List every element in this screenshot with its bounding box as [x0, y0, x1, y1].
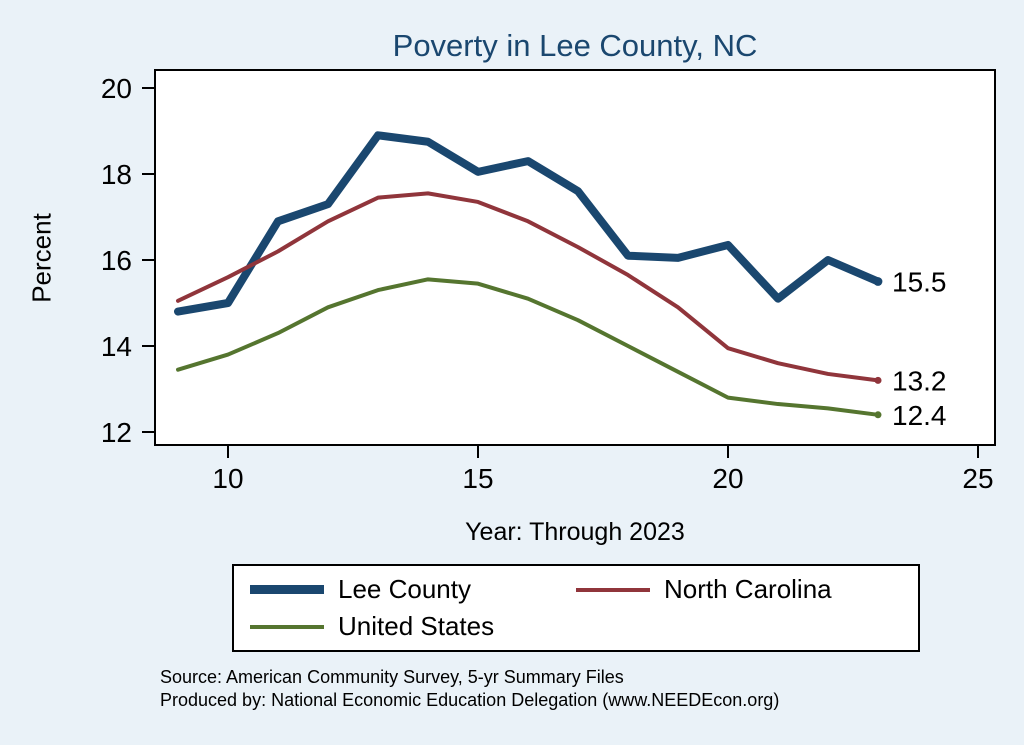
y-tick-label: 18	[101, 159, 132, 190]
x-tick-label: 15	[462, 463, 493, 494]
y-tick-label: 12	[101, 417, 132, 448]
series-line-lee-county	[174, 131, 882, 316]
legend-item-north-carolina: North Carolina	[576, 574, 902, 605]
x-axis-title: Year: Through 2023	[465, 518, 685, 546]
end-label-united-states: 12.4	[892, 400, 947, 431]
x-tick-label: 20	[712, 463, 743, 494]
legend-label-north-carolina: North Carolina	[664, 574, 832, 604]
legend-swatch-lee-county	[250, 585, 324, 594]
end-label-lee-county: 15.5	[892, 267, 947, 298]
y-tick-label: 14	[101, 331, 132, 362]
legend-label-united-states: United States	[338, 611, 495, 641]
legend-item-lee-county: Lee County	[250, 574, 576, 605]
y-tick-label: 20	[101, 73, 132, 104]
x-tick-label: 10	[212, 463, 243, 494]
series-line-north-carolina	[176, 191, 880, 383]
source-line-1: Source: American Community Survey, 5-yr …	[160, 667, 624, 687]
chart-title: Poverty in Lee County, NC	[392, 28, 758, 63]
source-line-2: Produced by: National Economic Education…	[160, 690, 780, 710]
y-tick-label: 16	[101, 245, 132, 276]
legend-item-united-states: United States	[250, 611, 576, 642]
plot-frame	[154, 69, 996, 446]
legend-label-lee-county: Lee County	[338, 574, 471, 604]
x-tick-label: 25	[962, 463, 993, 494]
legend: Lee County North Carolina United States	[232, 564, 920, 652]
end-label-north-carolina: 13.2	[892, 365, 947, 396]
series-endpoint-lee-county	[873, 277, 883, 286]
series-endpoint-north-carolina	[874, 376, 882, 384]
source-note: Source: American Community Survey, 5-yr …	[160, 666, 779, 712]
legend-swatch-united-states	[250, 624, 324, 629]
series-line-united-states	[176, 277, 880, 417]
legend-swatch-north-carolina	[576, 587, 650, 592]
series-endpoint-united-states	[874, 411, 882, 419]
